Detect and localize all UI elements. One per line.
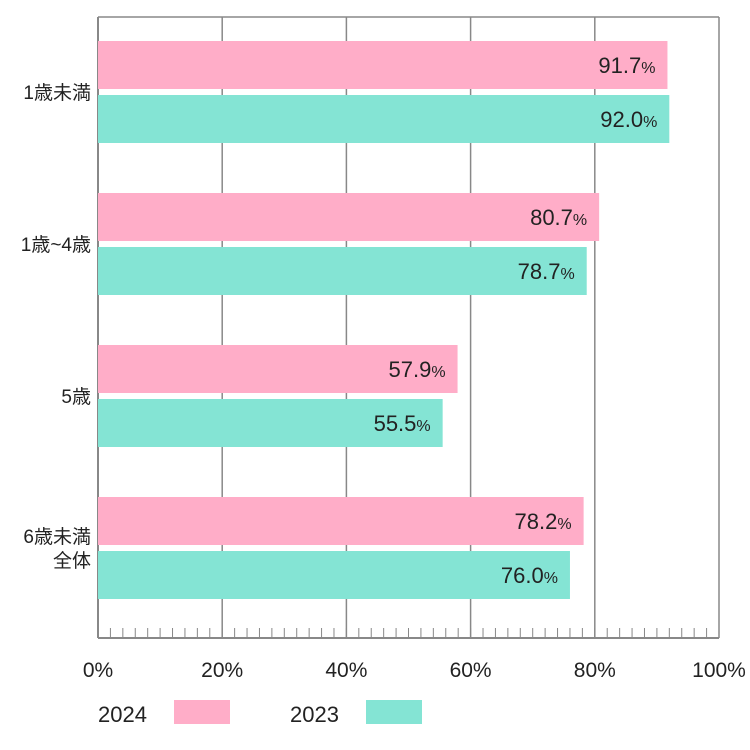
category-label: 全体	[53, 550, 91, 572]
data-label-unit: %	[416, 418, 430, 435]
bar-2023-1	[98, 247, 587, 295]
data-label-unit: %	[560, 266, 574, 283]
data-label: 78.7%	[518, 259, 575, 284]
x-axis: 0% 20% 40% 60% 80% 100%	[83, 628, 746, 682]
data-label-value: 92.0	[600, 107, 643, 132]
legend: 2024 2023	[98, 700, 422, 727]
x-tick-label: 40%	[325, 659, 367, 682]
x-tick-label: 20%	[201, 659, 243, 682]
bar-2024-2	[98, 345, 458, 393]
data-label-unit: %	[641, 60, 655, 77]
bar-2024-3	[98, 497, 584, 545]
legend-label-2024: 2024	[98, 702, 147, 727]
data-label: 92.0%	[600, 107, 657, 132]
data-label-unit: %	[431, 364, 445, 381]
data-label-value: 57.9	[388, 357, 431, 382]
category-label: 1歳未満	[23, 82, 91, 104]
bar-2023-3	[98, 551, 570, 599]
data-label-unit: %	[557, 516, 571, 533]
data-label: 55.5%	[374, 411, 431, 436]
data-label-unit: %	[573, 212, 587, 229]
data-label: 91.7%	[598, 53, 655, 78]
bar-2024-0	[98, 41, 668, 89]
category-label: 1歳~4歳	[21, 234, 91, 256]
legend-label-2023: 2023	[290, 702, 339, 727]
data-label-value: 78.7	[518, 259, 561, 284]
data-label-unit: %	[643, 114, 657, 131]
x-tick-label: 60%	[450, 659, 492, 682]
bar-2023-2	[98, 399, 443, 447]
bar-2024-1	[98, 193, 600, 241]
labels: 91.7%80.7%57.9%78.2%92.0%78.7%55.5%76.0%…	[21, 53, 658, 588]
data-label: 78.2%	[515, 509, 572, 534]
data-label-value: 91.7	[598, 53, 641, 78]
legend-swatch-2023	[366, 700, 422, 724]
bar-2023-0	[98, 95, 670, 143]
data-label-value: 76.0	[501, 563, 544, 588]
data-label-value: 78.2	[515, 509, 558, 534]
data-label-unit: %	[544, 570, 558, 587]
category-label: 5歳	[61, 386, 91, 408]
data-label-value: 55.5	[374, 411, 417, 436]
bars	[98, 41, 670, 599]
x-tick-label: 0%	[83, 659, 113, 682]
data-label: 80.7%	[530, 205, 587, 230]
x-tick-label: 80%	[574, 659, 616, 682]
legend-swatch-2024	[174, 700, 230, 724]
data-label: 76.0%	[501, 563, 558, 588]
data-label: 57.9%	[388, 357, 445, 382]
x-tick-label: 100%	[692, 659, 746, 682]
data-label-value: 80.7	[530, 205, 573, 230]
category-label: 6歳未満	[23, 526, 91, 548]
